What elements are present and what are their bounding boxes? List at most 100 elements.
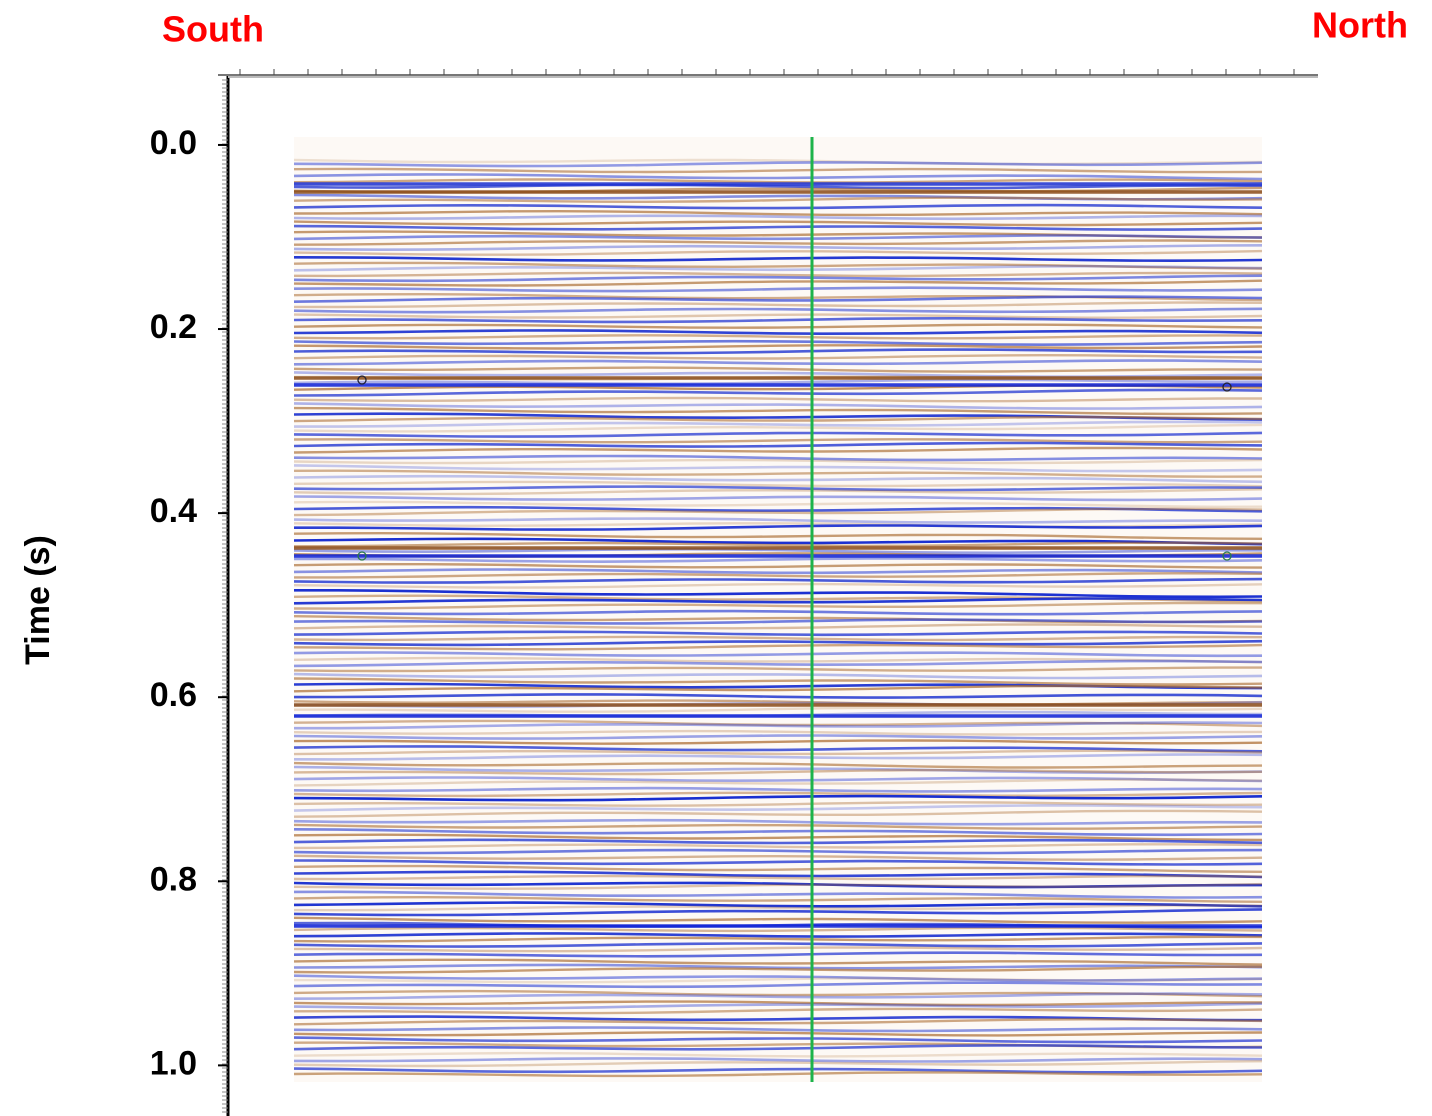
reflector <box>293 904 1263 912</box>
reflector <box>293 989 1263 998</box>
reflector <box>293 635 1263 642</box>
reflector <box>293 843 1263 850</box>
reflector <box>293 264 1263 272</box>
reflector <box>293 870 1263 879</box>
reflector <box>293 353 1263 360</box>
reflector <box>293 1007 1263 1015</box>
reflector <box>293 224 1263 231</box>
reflector <box>293 946 1263 953</box>
picks <box>357 375 1232 561</box>
reflector <box>293 745 1263 753</box>
reflector <box>293 786 1263 793</box>
reflector <box>293 1031 1263 1037</box>
reflector <box>293 916 1263 924</box>
reflector <box>293 935 1263 943</box>
reflector <box>293 196 1263 204</box>
reflector <box>293 158 1263 166</box>
reflector <box>293 261 1263 270</box>
reflector <box>293 643 1263 651</box>
reflector <box>293 402 1263 410</box>
reflector <box>293 958 1263 966</box>
reflector <box>293 706 1263 713</box>
pick-marker <box>357 375 367 385</box>
reflector <box>293 220 1263 227</box>
reflector <box>293 1036 1263 1044</box>
reflector <box>294 589 1263 599</box>
reflector <box>293 366 1263 373</box>
reflector <box>293 563 1263 569</box>
reflector <box>293 167 1263 174</box>
reflector <box>293 203 1263 210</box>
reflector <box>293 1051 1263 1058</box>
reflector <box>293 438 1263 444</box>
reflector <box>293 1057 1263 1063</box>
reflector <box>293 965 1263 974</box>
reflector <box>293 618 1263 625</box>
reflector <box>293 1044 1263 1051</box>
reflector <box>294 572 1263 579</box>
reflector <box>293 485 1263 492</box>
reflector <box>293 942 1263 948</box>
reflector <box>293 818 1263 826</box>
left-label: South <box>162 9 264 50</box>
right-label: North <box>1312 5 1408 46</box>
reflector <box>293 396 1262 403</box>
pick-marker <box>1222 551 1232 561</box>
reflector <box>293 981 1263 989</box>
reflector <box>293 500 1263 509</box>
reflector <box>293 753 1263 761</box>
reflector <box>293 963 1263 970</box>
reflector <box>293 339 1263 347</box>
reflector <box>293 1026 1263 1033</box>
reflector <box>293 823 1263 830</box>
reflector <box>293 768 1263 776</box>
reflector <box>293 854 1263 861</box>
reflector <box>293 464 1263 473</box>
reflector <box>293 639 1263 647</box>
reflector <box>293 1060 1263 1068</box>
reflector <box>293 801 1263 807</box>
reflector <box>293 446 1263 454</box>
top-ticks <box>239 69 1295 75</box>
reflector <box>293 458 1263 465</box>
reflector <box>293 234 1263 241</box>
reflector <box>293 791 1263 798</box>
reflector <box>293 656 1263 664</box>
reflector <box>293 926 1263 933</box>
reflector <box>293 908 1263 917</box>
reflector <box>293 517 1263 524</box>
reflector <box>294 524 1263 531</box>
reflector <box>293 666 1262 673</box>
reflector <box>293 271 1263 278</box>
reflector <box>293 178 1263 184</box>
reflector <box>293 431 1263 438</box>
reflector <box>293 423 1263 433</box>
reflector <box>293 313 1263 319</box>
reflector <box>293 286 1263 293</box>
reflector <box>293 630 1263 637</box>
reflector <box>293 214 1263 221</box>
reflector <box>293 859 1263 866</box>
reflector <box>293 881 1263 889</box>
left-minor-ticks <box>222 79 228 1113</box>
reflector <box>293 577 1263 584</box>
reflector <box>293 378 1263 386</box>
reflector <box>293 568 1263 575</box>
reflector <box>293 776 1263 783</box>
reflector <box>293 693 1263 699</box>
reflector <box>293 609 1263 616</box>
reflector <box>293 729 1263 736</box>
reflector <box>293 804 1263 812</box>
reflector <box>293 848 1263 855</box>
reflector <box>293 864 1263 873</box>
reflector <box>293 359 1263 366</box>
reflector <box>293 684 1263 693</box>
reflector <box>293 890 1263 899</box>
reflector <box>293 794 1263 802</box>
y-tick-label: 0.4 <box>150 492 197 530</box>
reflector <box>293 992 1263 1000</box>
y-tick-label: 1.0 <box>150 1044 197 1082</box>
reflector <box>293 623 1263 630</box>
reflector <box>293 734 1263 740</box>
reflector <box>293 1000 1262 1007</box>
